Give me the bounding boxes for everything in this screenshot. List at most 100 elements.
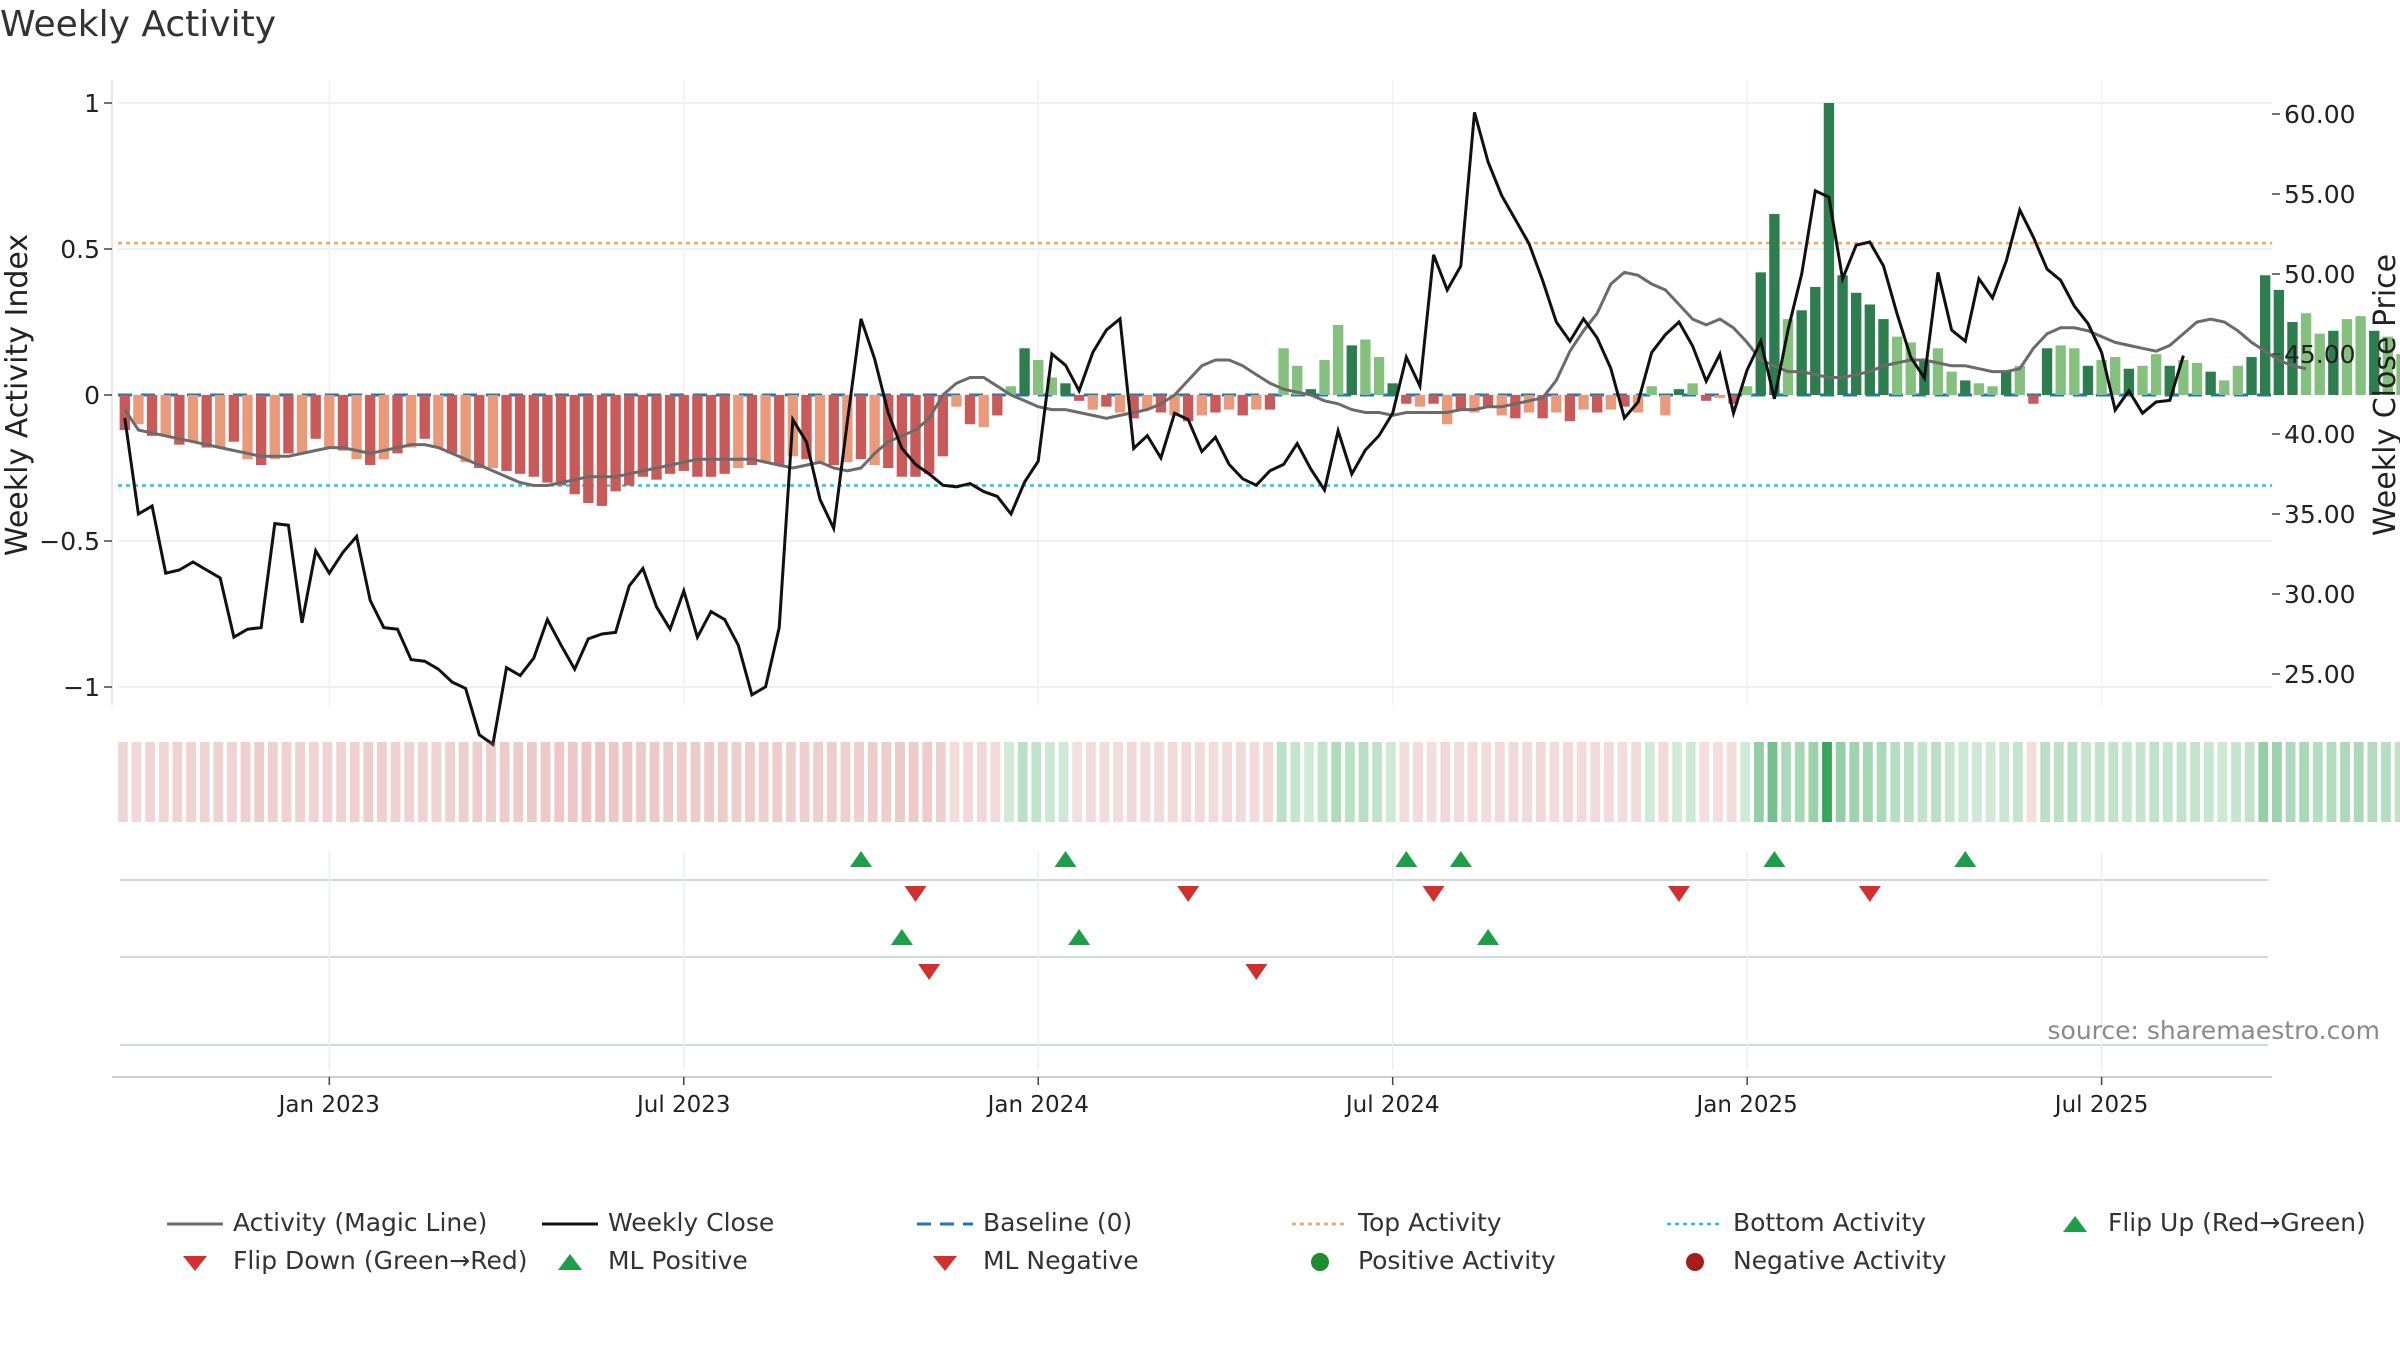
right-tick-label: 40.00 xyxy=(2284,420,2356,449)
activity-bar xyxy=(1278,348,1289,395)
activity-bar xyxy=(1687,383,1698,395)
activity-bar xyxy=(446,395,458,454)
activity-bar xyxy=(1714,395,1726,398)
heat-cell xyxy=(2190,742,2201,822)
heat-cell xyxy=(1481,742,1492,822)
activity-bars xyxy=(119,103,2400,506)
heat-cell xyxy=(1249,742,1260,822)
activity-bar xyxy=(2041,348,2053,395)
heat-cell xyxy=(2312,742,2323,822)
activity-bar xyxy=(1810,286,1821,395)
activity-bar xyxy=(215,395,226,448)
activity-bar xyxy=(583,395,594,504)
activity-bar xyxy=(255,395,267,466)
activity-bar xyxy=(2096,359,2107,395)
heat-cell xyxy=(1358,742,1369,822)
heat-cell xyxy=(676,742,687,822)
activity-bar xyxy=(1741,386,1753,395)
activity-bar xyxy=(1837,275,1848,395)
y-axis-label-left: Weekly Activity Index xyxy=(0,234,35,556)
heat-cell xyxy=(2203,742,2214,822)
activity-bar xyxy=(133,395,144,425)
heat-cell xyxy=(1835,742,1846,822)
activity-bar xyxy=(1946,371,1957,395)
heat-cell xyxy=(1699,742,1710,822)
activity-bar xyxy=(2028,395,2039,404)
activity-bar xyxy=(392,395,403,454)
source-credit: source: sharemaestro.com xyxy=(2048,1016,2381,1045)
heat-cell xyxy=(1508,742,1519,822)
heat-cell xyxy=(431,742,442,822)
activity-bar xyxy=(1564,395,1576,422)
activity-bar xyxy=(596,395,608,506)
dot-icon xyxy=(1686,1253,1704,1271)
ml-positive-marker xyxy=(890,929,913,945)
heat-cell xyxy=(158,742,169,822)
heat-cell xyxy=(336,742,346,822)
magic-line-swatch-icon xyxy=(167,1222,223,1226)
activity-bar xyxy=(1319,359,1330,395)
heat-cell xyxy=(1590,742,1601,822)
legend-label: ML Positive xyxy=(607,1246,748,1275)
heat-cell xyxy=(1304,742,1314,822)
legend-ml-negative: ML Negative xyxy=(915,1246,1139,1275)
activity-bar xyxy=(160,395,171,436)
heat-cell xyxy=(2053,742,2064,822)
heat-cell xyxy=(1631,742,1642,822)
activity-bar xyxy=(719,395,730,474)
activity-bar xyxy=(855,395,867,460)
chart-title: Weekly Activity xyxy=(0,4,277,45)
activity-bar xyxy=(269,395,280,460)
right-tick-label: 25.00 xyxy=(2284,660,2356,689)
activity-bar xyxy=(1046,377,1058,395)
heat-cell xyxy=(486,742,496,822)
flip-up-marker xyxy=(1054,851,1077,867)
heat-cell xyxy=(1085,742,1096,822)
activity-bar xyxy=(501,395,512,471)
heat-cell xyxy=(1031,742,1042,822)
activity-bar xyxy=(1864,304,1876,395)
activity-bar xyxy=(1755,272,1766,395)
flip-down-marker xyxy=(1177,886,1200,902)
activity-bar xyxy=(678,395,689,471)
heat-cell xyxy=(1822,742,1832,822)
triangle-down-icon xyxy=(933,1256,957,1271)
heat-cell xyxy=(2299,742,2310,822)
heat-cell xyxy=(2244,742,2255,822)
heat-cell xyxy=(2353,742,2364,822)
heat-cell xyxy=(1658,742,1669,822)
legend-label: Activity (Magic Line) xyxy=(232,1208,488,1237)
activity-bar xyxy=(1905,342,1916,395)
heat-cell xyxy=(1426,742,1437,822)
heat-cell xyxy=(445,742,456,822)
heat-cell xyxy=(826,742,837,822)
heat-cell xyxy=(881,742,892,822)
activity-bar xyxy=(2382,336,2394,395)
left-tick-label: −1 xyxy=(63,673,100,702)
heat-cell xyxy=(2326,742,2337,822)
legend-magic-line: Activity (Magic Line) xyxy=(165,1208,487,1237)
activity-bar xyxy=(1469,395,1480,413)
right-tick-label: 60.00 xyxy=(2284,100,2356,129)
heat-cell xyxy=(390,742,401,822)
heat-cell xyxy=(1208,742,1219,822)
heat-cell xyxy=(526,742,537,822)
heat-cell xyxy=(813,742,824,822)
activity-bar xyxy=(2000,371,2012,395)
weekly-close-line xyxy=(123,112,2185,747)
heat-cell xyxy=(281,742,292,822)
activity-bar xyxy=(1537,395,1548,419)
heat-cell xyxy=(554,742,565,822)
activity-bar xyxy=(2314,333,2325,395)
activity-bar xyxy=(692,395,703,477)
heat-cell xyxy=(1535,742,1546,822)
heat-cell xyxy=(2094,742,2105,822)
activity-bar xyxy=(624,395,635,486)
heat-cell xyxy=(595,742,605,822)
activity-bar xyxy=(1414,395,1426,407)
heat-cell xyxy=(772,742,783,822)
heat-cell xyxy=(1672,742,1682,822)
heat-cell xyxy=(1522,742,1533,822)
activity-bar xyxy=(2178,359,2189,395)
heat-cell xyxy=(1099,742,1110,822)
